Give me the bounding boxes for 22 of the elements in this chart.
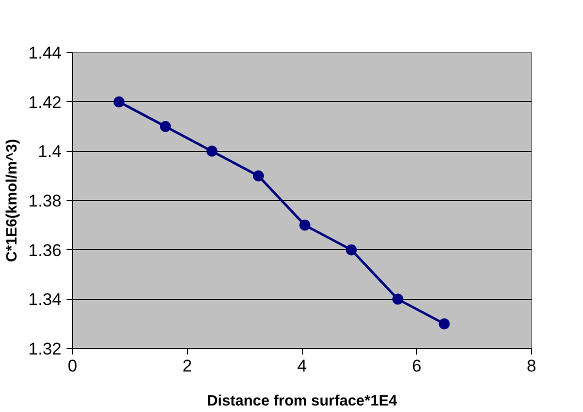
point	[206, 146, 218, 157]
point	[160, 121, 171, 132]
point	[113, 96, 124, 108]
point	[438, 318, 450, 330]
point	[392, 294, 404, 305]
y-tick-label: 1.44	[28, 44, 62, 62]
x-tick-label: 2	[182, 356, 192, 376]
y-tick-label: 1.38	[28, 192, 62, 210]
x-tick-label: 4	[297, 356, 307, 376]
x-tick-label: 8	[526, 356, 536, 376]
point	[346, 244, 357, 256]
y-tick-label: 1.34	[28, 290, 62, 310]
x-axis-title: Distance from surface*1E4	[206, 392, 398, 410]
point	[252, 170, 264, 182]
y-tick-label: 1.36	[28, 240, 62, 260]
y-tick-label: 1.4	[38, 142, 62, 162]
x-tick-label: 6	[412, 356, 422, 376]
y-axis-title: C*1E6(kmol/m^3)	[3, 139, 20, 262]
point	[299, 220, 310, 231]
x-tick-label: 0	[68, 356, 78, 376]
y-tick-label: 1.32	[28, 340, 62, 358]
y-tick-label: 1.42	[28, 92, 62, 112]
